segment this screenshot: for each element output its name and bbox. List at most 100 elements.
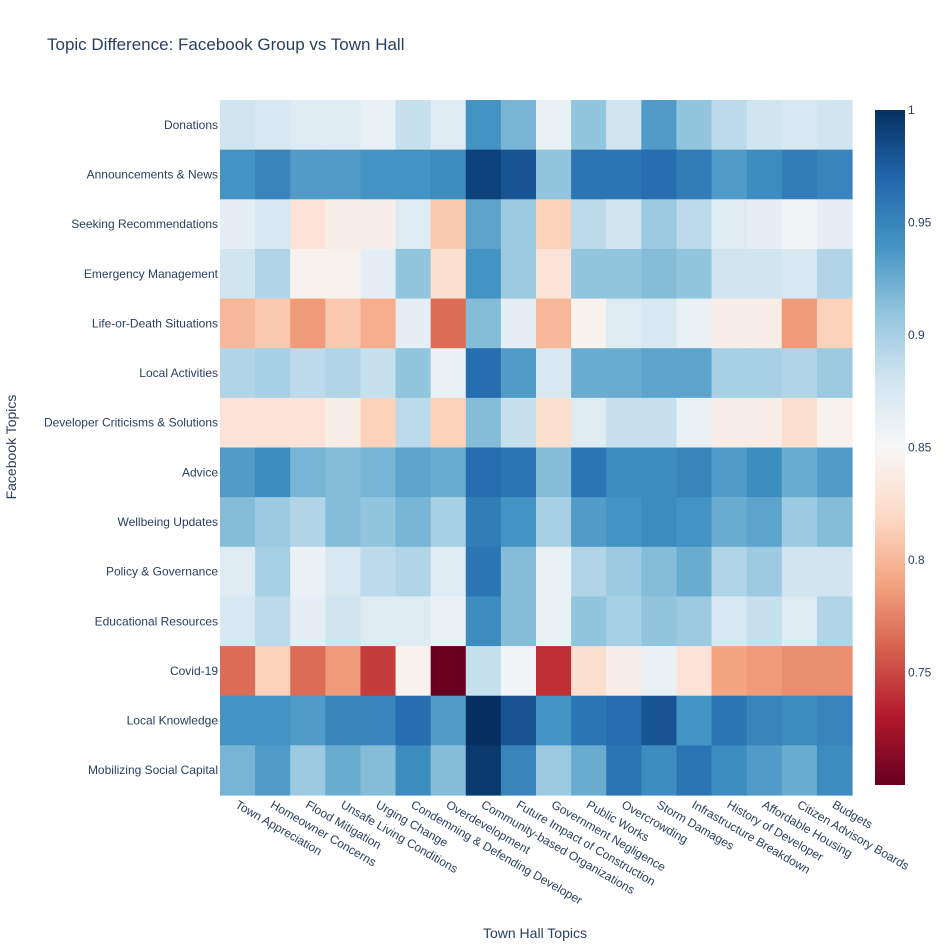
heatmap-cell [536, 348, 572, 399]
heatmap-cell [641, 546, 678, 598]
heatmap-cell [395, 596, 432, 647]
heatmap-cell [536, 149, 572, 200]
heatmap-cell [816, 546, 853, 598]
heatmap-cell [290, 149, 326, 200]
colorbar-tick-label: 0.9 [908, 328, 925, 342]
heatmap-cell [536, 397, 572, 449]
y-tick-label: Covid-19 [170, 664, 218, 678]
heatmap-cell [711, 199, 748, 250]
colorbar-tick-label: 0.95 [908, 216, 932, 230]
heatmap-cell [606, 298, 642, 349]
colorbar-tick-label: 1 [908, 103, 915, 117]
heatmap-cell [676, 348, 713, 399]
heatmap-cell [536, 298, 572, 349]
heatmap-cell [395, 745, 432, 796]
heatmap-cell [465, 397, 502, 449]
heatmap-cell [500, 745, 537, 796]
heatmap-cell [816, 100, 853, 151]
heatmap-cell [360, 646, 397, 697]
heatmap-cell [430, 646, 467, 697]
colorbar-tick-labels: 0.75 0.8 0.85 0.9 0.95 1 [908, 103, 932, 680]
heatmap-cell [395, 248, 432, 300]
heatmap-cell [676, 646, 713, 697]
heatmap-cell [430, 248, 467, 300]
y-tick-label: Seeking Recommendations [71, 217, 218, 231]
heatmap-cell [325, 248, 362, 300]
heatmap-cell [465, 100, 502, 151]
heatmap-cell [746, 546, 783, 598]
heatmap-cell [536, 100, 572, 151]
heatmap-cell [606, 646, 642, 697]
heatmap-cell [746, 100, 783, 151]
heatmap-cell [360, 100, 397, 151]
heatmap-cell [641, 646, 678, 697]
heatmap-cell [536, 447, 572, 498]
heatmap-cell [571, 497, 607, 548]
heatmap-cell [571, 348, 607, 399]
heatmap-cell [641, 298, 678, 349]
heatmap-cell [711, 348, 748, 399]
heatmap-cell [711, 546, 748, 598]
heatmap-cell [255, 199, 291, 250]
heatmap-cell [711, 397, 748, 449]
heatmap-cell [290, 397, 326, 449]
heatmap-cell [536, 248, 572, 300]
heatmap-cell [571, 546, 607, 598]
heatmap-cell [430, 149, 467, 200]
heatmap-cell [255, 497, 291, 548]
heatmap-cell [465, 596, 502, 647]
heatmap-cell [290, 447, 326, 498]
heatmap-cell [290, 298, 326, 349]
heatmap-cell [360, 149, 397, 200]
heatmap-cell [465, 745, 502, 796]
heatmap-cell [816, 695, 853, 746]
heatmap-cell [500, 348, 537, 399]
heatmap-cell [571, 199, 607, 250]
heatmap-cell [641, 497, 678, 548]
heatmap-cell [571, 447, 607, 498]
heatmap-cell [711, 497, 748, 548]
heatmap-cell [641, 199, 678, 250]
heatmap-cell [676, 100, 713, 151]
heatmap-cell [746, 298, 783, 349]
heatmap-cell [781, 497, 818, 548]
heatmap-cell [536, 199, 572, 250]
heatmap-cell [255, 149, 291, 200]
heatmap-cell [641, 596, 678, 647]
heatmap-cell [325, 199, 362, 250]
heatmap-cell [325, 596, 362, 647]
heatmap-cell [430, 546, 467, 598]
heatmap-cell [430, 348, 467, 399]
y-tick-label: Local Activities [139, 366, 218, 380]
heatmap-cell [255, 596, 291, 647]
heatmap-cell [255, 646, 291, 697]
heatmap-cell [220, 149, 256, 200]
y-tick-label: Mobilizing Social Capital [88, 763, 218, 777]
heatmap-cell [500, 546, 537, 598]
heatmap-cell [641, 695, 678, 746]
heatmap-cell [255, 248, 291, 300]
heatmap-cell [816, 199, 853, 250]
heatmap-cell [360, 546, 397, 598]
heatmap-cell [606, 199, 642, 250]
heatmap-cell [290, 100, 326, 151]
heatmap-cell [781, 149, 818, 200]
heatmap-cell [430, 100, 467, 151]
heatmap-cell [816, 149, 853, 200]
heatmap-cell [606, 447, 642, 498]
heatmap-cell [465, 447, 502, 498]
heatmap-cell [465, 546, 502, 598]
y-tick-label: Wellbeing Updates [117, 515, 218, 529]
heatmap-cell [220, 745, 256, 796]
heatmap-cell [360, 248, 397, 300]
heatmap-cell [676, 695, 713, 746]
heatmap-cell [746, 497, 783, 548]
heatmap-cell [781, 646, 818, 697]
heatmap-cell [325, 695, 362, 746]
heatmap-cell [571, 646, 607, 697]
heatmap-cell [571, 745, 607, 796]
heatmap-cell [781, 397, 818, 449]
heatmap-cell [711, 596, 748, 647]
heatmap-cell [676, 149, 713, 200]
